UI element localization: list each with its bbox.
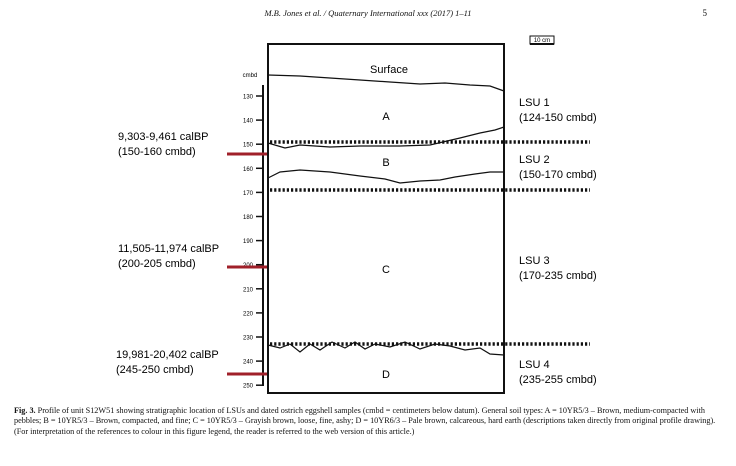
date-1-age: 9,303-9,461 calBP bbox=[118, 131, 209, 143]
stratigraphic-profile-figure: 10 cm cmbd 13014015016017018019020021022… bbox=[116, 35, 597, 394]
depth-tick-label: 160 bbox=[243, 167, 254, 173]
layer-label-b: B bbox=[382, 157, 389, 169]
lsu-1-name: LSU 1 bbox=[519, 97, 550, 109]
lsu-1-range: (124-150 cmbd) bbox=[519, 112, 597, 124]
lsu-4-range: (235-255 cmbd) bbox=[519, 374, 597, 386]
depth-tick-label: 190 bbox=[243, 239, 254, 245]
depth-tick-label: 150 bbox=[243, 143, 254, 149]
caption-label: Fig. 3. bbox=[14, 406, 36, 415]
date-3-age: 19,981-20,402 calBP bbox=[116, 349, 219, 361]
scale-bar: 10 cm bbox=[529, 35, 555, 45]
lsu-2-range: (150-170 cmbd) bbox=[519, 169, 597, 181]
boundary-b-c bbox=[267, 169, 504, 184]
scale-bar-label: 10 cm bbox=[534, 38, 550, 44]
depth-unit-label: cmbd bbox=[243, 73, 258, 79]
lsu-3-range: (170-235 cmbd) bbox=[519, 270, 597, 282]
profile-outline bbox=[267, 43, 505, 394]
date-1-depth: (150-160 cmbd) bbox=[118, 146, 196, 158]
lsu-2-name: LSU 2 bbox=[519, 154, 550, 166]
caption-text: Profile of unit S12W51 showing stratigra… bbox=[14, 406, 716, 436]
depth-tick-label: 230 bbox=[243, 336, 254, 342]
running-title: M.B. Jones et al. / Quaternary Internati… bbox=[264, 8, 472, 18]
date-2-age: 11,505-11,974 calBP bbox=[118, 243, 219, 255]
date-2-depth: (200-205 cmbd) bbox=[118, 258, 196, 270]
lsu-3-name: LSU 3 bbox=[519, 255, 550, 267]
depth-tick-label: 240 bbox=[243, 360, 254, 366]
depth-tick-label: 220 bbox=[243, 311, 254, 317]
depth-tick-label: 210 bbox=[243, 287, 254, 293]
layer-label-d: D bbox=[382, 369, 390, 381]
layer-label-c: C bbox=[382, 264, 390, 276]
surface-line bbox=[267, 74, 505, 92]
date-3-depth: (245-250 cmbd) bbox=[116, 364, 194, 376]
layer-label-a: A bbox=[382, 111, 390, 123]
boundary-c-d bbox=[267, 341, 505, 356]
page-number: 5 bbox=[702, 8, 708, 18]
depth-tick-label: 140 bbox=[243, 119, 254, 125]
depth-tick-label: 130 bbox=[243, 95, 254, 101]
surface-label: Surface bbox=[370, 64, 408, 76]
figure-caption: Fig. 3. Profile of unit S12W51 showing s… bbox=[14, 406, 720, 437]
lsu-4-name: LSU 4 bbox=[519, 359, 550, 371]
depth-axis: cmbd 13014015016017018019020021022023024… bbox=[243, 73, 264, 390]
depth-tick-label: 170 bbox=[243, 191, 254, 197]
depth-tick-label: 180 bbox=[243, 215, 254, 221]
boundary-a-b bbox=[267, 126, 505, 149]
depth-tick-label: 250 bbox=[243, 384, 254, 390]
page-header: M.B. Jones et al. / Quaternary Internati… bbox=[0, 8, 736, 22]
